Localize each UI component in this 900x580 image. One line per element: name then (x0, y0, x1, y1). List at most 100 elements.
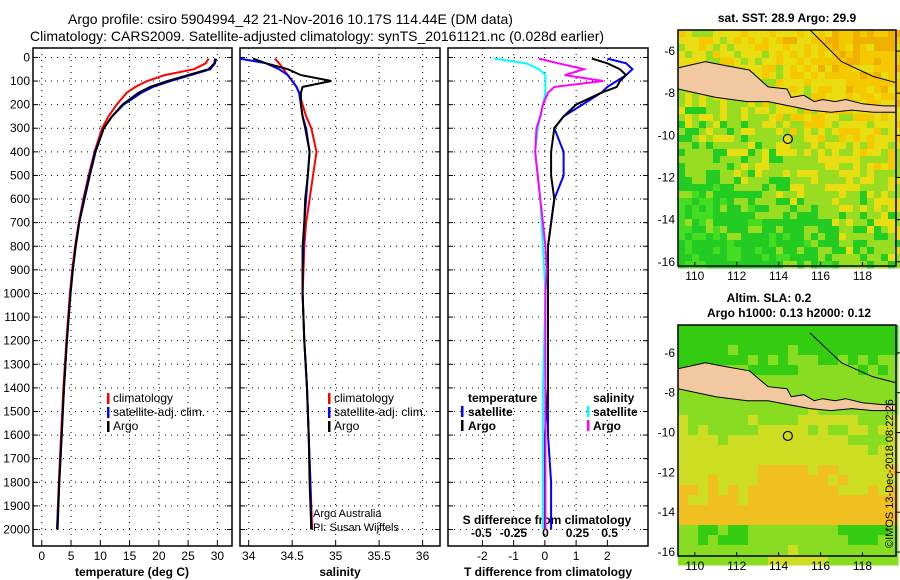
map-cell (846, 198, 854, 206)
map-cell (860, 205, 868, 213)
map-cell (748, 156, 756, 164)
map-cell (755, 65, 763, 73)
map-cell (808, 415, 819, 426)
map-cell (853, 247, 861, 255)
map-cell (839, 79, 847, 87)
map-cell (888, 170, 896, 178)
map-cell (698, 555, 709, 566)
map-cell (818, 525, 829, 536)
map-cell (832, 65, 840, 73)
map-cell (858, 405, 869, 416)
map-cell (769, 198, 777, 206)
map-cell (678, 163, 686, 171)
map-cell (874, 121, 882, 129)
map-cell (832, 37, 840, 45)
map-cell (825, 226, 833, 234)
map-cell (848, 525, 859, 536)
map-cell (728, 455, 739, 466)
map-cell (808, 495, 819, 506)
map-cell (685, 163, 693, 171)
map-cell (860, 58, 868, 66)
map-cell (888, 545, 899, 556)
map-cell (685, 121, 693, 129)
map-cell (846, 163, 854, 171)
map-cell (706, 233, 714, 241)
map-cell (718, 325, 729, 336)
map-cell (853, 226, 861, 234)
map-cell (895, 212, 900, 220)
map-cell (804, 219, 812, 227)
map-cell (741, 177, 749, 185)
map-cell (758, 405, 769, 416)
map-cell (790, 65, 798, 73)
map-cell (828, 555, 839, 566)
map-cell (698, 415, 709, 426)
map-cell (832, 128, 840, 136)
map-cell (698, 435, 709, 446)
map-cell (768, 495, 779, 506)
map-cell (769, 226, 777, 234)
map-cell (860, 254, 868, 262)
map-cell (818, 58, 826, 66)
map-cell (818, 184, 826, 192)
map-cell (728, 345, 739, 356)
map-cell (778, 335, 789, 346)
map-cell (727, 184, 735, 192)
map-cell (720, 212, 728, 220)
map-cell (692, 170, 700, 178)
depth-tick-label: 1300 (3, 357, 30, 371)
legend-label: Argo (468, 419, 496, 433)
map-cell (698, 485, 709, 496)
map-cell (748, 445, 759, 456)
map-cell (818, 475, 829, 486)
map-cell (798, 415, 809, 426)
map-cell (832, 93, 840, 101)
map-cell (678, 485, 689, 496)
map-cell (706, 58, 714, 66)
map-cell (755, 198, 763, 206)
map-cell (895, 114, 900, 122)
map-cell (699, 51, 707, 59)
map-cell (846, 44, 854, 52)
map-cell (895, 254, 900, 262)
map-cell (811, 170, 819, 178)
map-cell (748, 205, 756, 213)
map-cell (888, 149, 896, 157)
map-cell (788, 495, 799, 506)
s-tick-label: 0 (542, 526, 549, 540)
map-cell (867, 79, 875, 87)
map-cell (783, 212, 791, 220)
map-cell (798, 335, 809, 346)
map-cell (698, 355, 709, 366)
map-cell (797, 247, 805, 255)
map-cell (718, 355, 729, 366)
legend-label: climatology (334, 391, 394, 405)
map-cell (797, 226, 805, 234)
map-cell (860, 30, 868, 38)
map-cell (741, 240, 749, 248)
map-cell (868, 425, 879, 436)
map-cell (858, 455, 869, 466)
map-cell (678, 405, 689, 416)
map-cell (755, 219, 763, 227)
map-cell (685, 240, 693, 248)
map-cell (776, 79, 784, 87)
map-cell (741, 198, 749, 206)
map-cell (738, 555, 749, 566)
map-cell (762, 79, 770, 87)
legend-label: satellite (593, 405, 638, 419)
map-cell (769, 191, 777, 199)
map-cell (860, 121, 868, 129)
map-cell (797, 170, 805, 178)
map-cell (797, 30, 805, 38)
map-cell (706, 261, 714, 269)
map-cell (727, 254, 735, 262)
map-cell (818, 177, 826, 185)
map-cell (776, 254, 784, 262)
map-cell (734, 233, 742, 241)
map-cell (685, 30, 693, 38)
map-cell (738, 505, 749, 516)
map-cell (720, 226, 728, 234)
map-cell (818, 445, 829, 456)
